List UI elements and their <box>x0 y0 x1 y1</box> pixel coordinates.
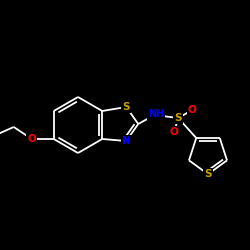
Text: O: O <box>170 127 178 137</box>
Text: O: O <box>28 134 36 144</box>
Text: NH: NH <box>148 109 164 119</box>
Text: N: N <box>122 136 130 146</box>
Text: S: S <box>204 169 212 179</box>
Text: O: O <box>188 105 196 115</box>
Text: S: S <box>174 113 182 123</box>
Text: S: S <box>122 102 130 112</box>
